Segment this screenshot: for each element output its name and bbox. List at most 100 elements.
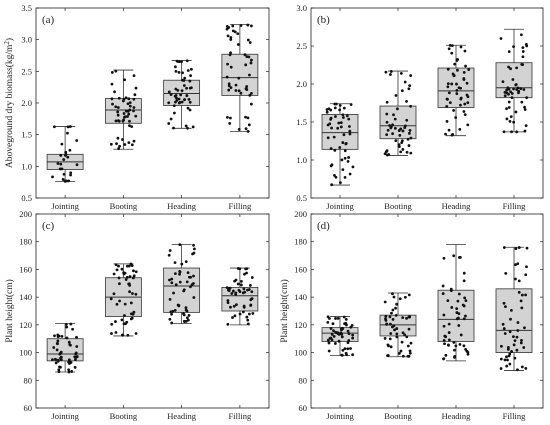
y-tick-label: 200 — [19, 209, 32, 219]
data-point — [452, 254, 456, 258]
data-point — [501, 80, 505, 84]
data-point — [466, 352, 470, 356]
data-point — [458, 128, 462, 131]
y-tick-label: 2.5 — [296, 41, 307, 51]
iqr-box — [495, 288, 533, 353]
data-point — [190, 67, 193, 71]
data-point — [392, 295, 396, 299]
data-point — [403, 295, 407, 299]
data-point — [507, 50, 511, 54]
data-point — [522, 346, 526, 349]
data-point — [515, 130, 519, 134]
data-point — [520, 293, 524, 297]
data-point — [519, 33, 523, 37]
data-point — [462, 271, 466, 275]
panel-d: 60 80 100 120 140 160 180 200 Jointing Booting Hea… — [279, 209, 544, 421]
data-point — [326, 136, 330, 140]
data-point — [446, 299, 450, 302]
data-point — [329, 327, 333, 330]
data-point — [508, 330, 512, 334]
data-point — [128, 119, 131, 123]
y-tick-label: 3.5 — [21, 3, 32, 13]
data-point — [182, 289, 186, 293]
data-point — [172, 126, 175, 130]
data-point — [250, 276, 254, 279]
data-point — [397, 352, 401, 355]
data-point — [227, 84, 231, 88]
data-point — [173, 272, 177, 276]
data-point — [110, 97, 114, 101]
data-point — [327, 341, 331, 345]
data-point — [504, 271, 508, 275]
y-tick-label: 1.5 — [296, 117, 307, 127]
data-point — [337, 332, 341, 336]
data-point — [122, 112, 126, 115]
data-point — [176, 303, 180, 307]
data-point — [185, 280, 189, 284]
x-tick-label: Heading — [167, 411, 197, 421]
data-point — [53, 334, 56, 338]
data-point — [503, 332, 507, 335]
data-point — [177, 97, 181, 101]
data-point — [519, 341, 523, 345]
data-point — [132, 109, 135, 113]
data-point — [510, 350, 513, 353]
data-point — [238, 290, 242, 294]
data-point — [59, 350, 63, 354]
data-point — [229, 305, 232, 309]
data-point — [386, 128, 390, 132]
data-point — [251, 312, 255, 315]
y-tick-label: 2.0 — [296, 79, 307, 89]
data-point — [524, 273, 528, 277]
data-point — [515, 348, 519, 352]
panel-a: 0.5 1.0 1.5 2.0 2.5 3.0 3.5 Jointing Booting Head… — [3, 3, 270, 211]
data-point — [190, 283, 194, 287]
data-point — [452, 341, 456, 344]
data-point — [178, 272, 181, 276]
data-point — [333, 106, 337, 110]
data-point — [349, 103, 353, 106]
data-point — [183, 98, 186, 102]
data-point — [346, 341, 350, 345]
data-point — [134, 292, 138, 296]
data-point — [118, 282, 121, 286]
data-point — [333, 148, 337, 152]
data-point — [130, 264, 134, 267]
data-point — [114, 69, 118, 73]
data-point — [505, 88, 509, 92]
data-point — [244, 87, 248, 91]
data-point — [238, 312, 242, 316]
data-point — [442, 339, 446, 342]
data-point — [172, 291, 175, 295]
data-point — [69, 173, 72, 177]
box-booting — [379, 70, 417, 157]
data-point — [452, 109, 456, 112]
data-point — [340, 158, 344, 162]
data-point — [499, 357, 503, 361]
data-point — [68, 125, 72, 128]
data-point — [398, 297, 402, 301]
data-point — [503, 358, 507, 362]
data-point — [178, 243, 182, 247]
data-point — [114, 105, 118, 109]
data-point — [250, 290, 254, 294]
data-point — [123, 302, 127, 306]
data-point — [338, 146, 342, 149]
data-point — [130, 316, 134, 320]
data-point — [63, 179, 67, 183]
data-point — [128, 101, 132, 105]
data-point — [393, 117, 397, 121]
data-point — [326, 315, 330, 319]
data-point — [463, 113, 467, 116]
data-point — [333, 174, 336, 177]
data-point — [457, 292, 461, 296]
data-point — [516, 329, 520, 332]
data-point — [509, 317, 512, 321]
data-point — [456, 299, 460, 303]
y-tick-label: 100 — [294, 348, 307, 358]
data-point — [187, 313, 191, 317]
data-point — [502, 327, 506, 330]
data-point — [457, 324, 461, 327]
data-point — [394, 94, 398, 97]
data-point — [385, 133, 389, 136]
